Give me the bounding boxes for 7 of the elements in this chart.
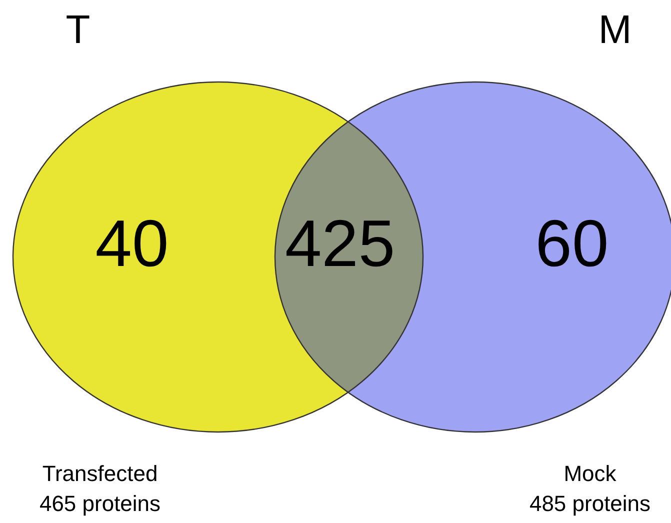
data-label: 425 — [284, 206, 396, 280]
data-label: 40 — [95, 206, 169, 280]
text: M — [598, 8, 632, 52]
text: T — [66, 8, 90, 52]
text: Transfected 465 proteins — [39, 461, 161, 516]
data-label: 60 — [535, 206, 609, 280]
text: Mock 485 proteins — [529, 461, 651, 516]
